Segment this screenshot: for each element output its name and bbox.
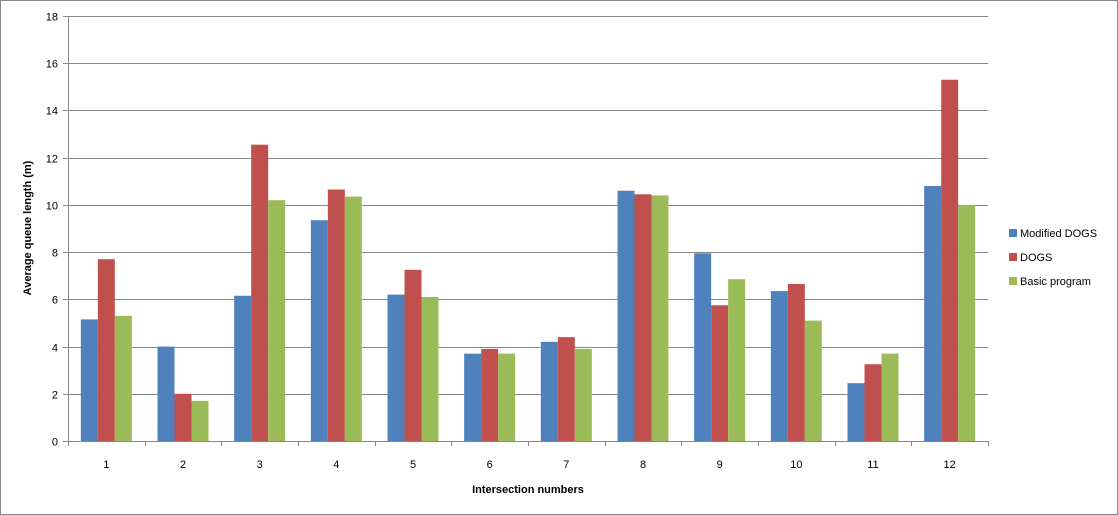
bar-dogs bbox=[404, 269, 422, 441]
bar-modified-dogs bbox=[540, 341, 558, 441]
x-tick-label: 8 bbox=[640, 459, 646, 471]
bar-dogs bbox=[557, 337, 575, 441]
y-tick-label: 12 bbox=[46, 154, 58, 166]
y-tick-labels: 0 2 4 6 8 10 12 14 16 18 bbox=[46, 12, 58, 449]
bar-dogs bbox=[174, 393, 192, 441]
bar-modified-dogs bbox=[694, 253, 712, 441]
legend-swatch bbox=[1009, 253, 1017, 261]
y-tick-label: 14 bbox=[46, 106, 58, 118]
bar-dogs bbox=[787, 283, 805, 441]
x-tick-label: 12 bbox=[944, 459, 956, 471]
legend-label: Modified DOGS bbox=[1020, 228, 1097, 240]
bar-basic-program bbox=[268, 200, 286, 441]
y-tick-label: 4 bbox=[52, 343, 58, 355]
x-tick-label: 5 bbox=[410, 459, 416, 471]
x-tick-label: 9 bbox=[717, 459, 723, 471]
bar-dogs bbox=[97, 259, 115, 441]
bar-basic-program bbox=[881, 353, 899, 441]
x-tick-label: 11 bbox=[867, 459, 878, 471]
bar-dogs bbox=[941, 79, 959, 441]
bar-basic-program bbox=[498, 353, 516, 441]
x-tick-label: 4 bbox=[333, 459, 339, 471]
bar-modified-dogs bbox=[924, 186, 942, 441]
y-tick-label: 0 bbox=[52, 437, 58, 449]
x-tick-label: 7 bbox=[563, 459, 569, 471]
x-tick-label: 2 bbox=[180, 459, 186, 471]
bar-modified-dogs bbox=[617, 190, 635, 441]
bar-modified-dogs bbox=[310, 220, 328, 441]
bar-dogs bbox=[634, 194, 652, 441]
bar-modified-dogs bbox=[464, 353, 482, 441]
bar-modified-dogs bbox=[80, 319, 98, 441]
bar-basic-program bbox=[191, 400, 209, 441]
legend-label: Basic program bbox=[1020, 276, 1091, 288]
x-tick-labels: 1 2 3 4 5 6 7 8 9 10 11 12 bbox=[103, 459, 956, 471]
y-tick-label: 18 bbox=[46, 12, 58, 24]
y-tick-label: 8 bbox=[52, 248, 58, 260]
bar-modified-dogs bbox=[387, 294, 405, 441]
bar-basic-program bbox=[574, 348, 592, 441]
bar-basic-program bbox=[804, 320, 822, 441]
bar-basic-program bbox=[421, 296, 439, 441]
legend-swatch bbox=[1009, 229, 1017, 237]
bar-basic-program bbox=[651, 195, 669, 441]
bar-dogs bbox=[481, 348, 499, 441]
x-tick-label: 6 bbox=[487, 459, 493, 471]
bar-basic-program bbox=[728, 279, 746, 441]
x-axis-title: Intersection numbers bbox=[472, 484, 584, 496]
bar-modified-dogs bbox=[234, 295, 252, 441]
legend: Modified DOGS DOGS Basic program bbox=[1009, 228, 1097, 288]
bar-basic-program bbox=[958, 204, 976, 441]
bar-modified-dogs bbox=[847, 383, 865, 441]
y-tick-label: 6 bbox=[52, 295, 58, 307]
bar-basic-program bbox=[114, 315, 132, 441]
bar-modified-dogs bbox=[770, 291, 788, 441]
y-axis-title: Average queue length (m) bbox=[22, 160, 34, 295]
y-tick-label: 16 bbox=[46, 59, 58, 71]
axes bbox=[68, 16, 988, 442]
x-tick-label: 1 bbox=[103, 459, 109, 471]
x-tick-label: 10 bbox=[790, 459, 802, 471]
y-tick-label: 2 bbox=[52, 390, 58, 402]
bar-dogs bbox=[327, 189, 345, 441]
bar-dogs bbox=[251, 144, 269, 442]
bar-modified-dogs bbox=[157, 346, 175, 441]
y-tick-label: 10 bbox=[46, 201, 58, 213]
bar-basic-program bbox=[344, 196, 362, 441]
legend-label: DOGS bbox=[1020, 252, 1052, 264]
x-tick-label: 3 bbox=[257, 459, 263, 471]
bars bbox=[80, 79, 976, 442]
gridlines bbox=[63, 16, 989, 446]
bar-dogs bbox=[711, 305, 729, 441]
legend-swatch bbox=[1009, 277, 1017, 285]
bar-dogs bbox=[864, 364, 882, 441]
